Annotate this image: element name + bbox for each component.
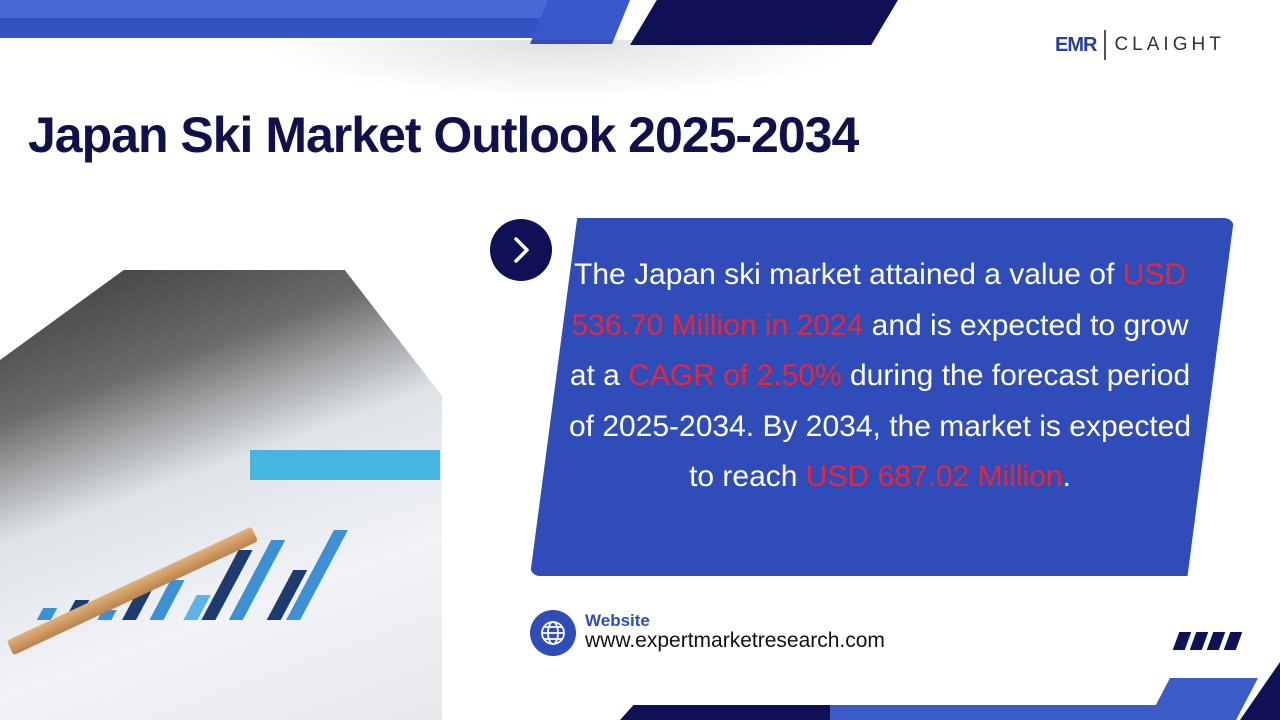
top-bar-navy [630, 0, 898, 45]
summary-highlight-cagr: CAGR of 2.50% [628, 359, 842, 392]
website-label: Website [585, 611, 650, 630]
summary-box [530, 218, 1234, 576]
logo-claight: CLAIGHT [1114, 34, 1225, 55]
top-bar-highlight [0, 0, 560, 18]
page-title: Japan Ski Market Outlook 2025-2034 [28, 107, 859, 163]
summary-part: and is expected to grow at a [569, 308, 1189, 393]
top-bar-blue [530, 0, 630, 44]
summary-part: . [1062, 460, 1071, 493]
website-link[interactable]: www.expertmarketresearch.com [585, 629, 885, 652]
summary-part: The Japan ski market attained a value of [574, 258, 1123, 291]
bottom-bar-blue-slant [1148, 678, 1258, 720]
logo-emr: EMR [1055, 33, 1097, 56]
bottom-bar-navy [620, 705, 845, 720]
photo-banner [250, 450, 440, 480]
logo-divider [1104, 30, 1107, 60]
header-shadow [260, 40, 860, 100]
chevron-right-icon [514, 237, 529, 263]
globe-icon [541, 621, 565, 645]
summary-highlight-value-2024: USD 536.70 Million in 2024 [571, 258, 1186, 342]
logo: EMR CLAIGHT [1055, 28, 1225, 62]
summary-highlight-value-2034: USD 687.02 Million [805, 460, 1063, 493]
globe-badge [530, 610, 576, 656]
bottom-bar-blue [830, 705, 1230, 720]
summary-part: during the forecast period of 2025-2034.… [568, 359, 1192, 493]
chart-photo [0, 270, 442, 720]
arrow-button [490, 219, 552, 281]
decorative-stripes [1172, 632, 1243, 650]
summary-text: The Japan ski market attained a value of… [560, 250, 1200, 503]
